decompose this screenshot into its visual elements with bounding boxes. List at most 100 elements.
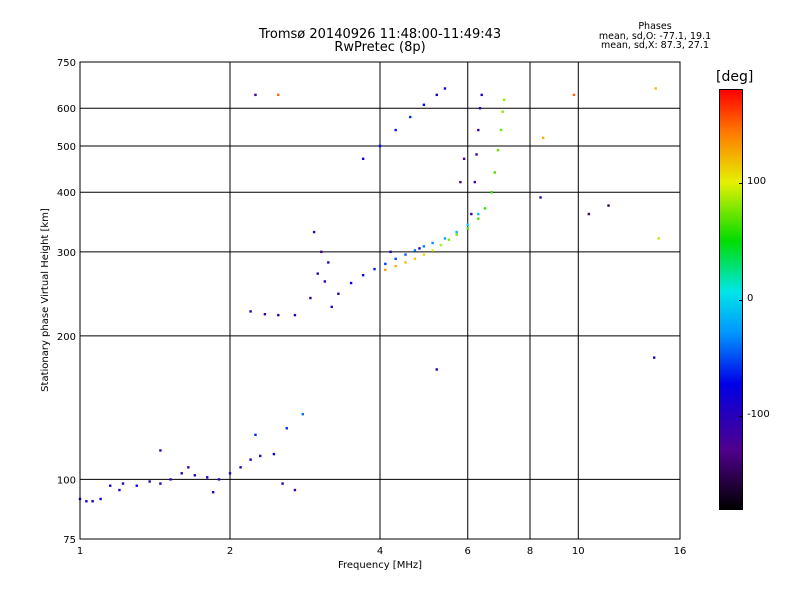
x-tick-label: 1 (77, 546, 83, 557)
data-point (422, 245, 426, 248)
colorbar-tick-mark (739, 416, 743, 418)
data-point (389, 250, 392, 254)
phases-line-x: mean, sd,X: 87.3, 27.1 (600, 40, 710, 51)
data-point (490, 191, 493, 194)
data-point (159, 482, 162, 485)
phases-legend: Phases mean, sd,O: -77.1, 19.1 mean, sd,… (560, 22, 750, 51)
data-point (309, 296, 312, 300)
data-point (263, 312, 267, 316)
plot-frame (79, 61, 681, 540)
x-tick-label: 10 (572, 546, 585, 557)
data-point (473, 180, 477, 184)
data-point (413, 249, 417, 252)
data-point (466, 223, 469, 226)
y-tick-label: 750 (57, 58, 76, 69)
data-point (254, 93, 257, 97)
colorbar-tick-label: 100 (747, 175, 767, 187)
data-point (349, 281, 353, 285)
data-point (301, 412, 305, 416)
data-point (654, 87, 657, 90)
data-point (330, 305, 333, 309)
y-tick-label: 300 (57, 248, 76, 259)
data-point (477, 212, 480, 216)
data-point (404, 261, 407, 264)
data-point (91, 500, 94, 503)
x-tick-label: 8 (527, 546, 533, 557)
data-point (470, 212, 473, 216)
data-point (259, 454, 262, 458)
data-point (443, 87, 447, 90)
data-point (277, 313, 280, 317)
data-point (587, 212, 591, 216)
data-point (455, 233, 458, 236)
y-tick-labels: 75 100 200 300 400 500 600 750 (57, 58, 76, 546)
data-point (422, 253, 426, 256)
data-point (211, 491, 215, 494)
data-point (413, 257, 417, 261)
data-point (439, 243, 443, 247)
data-point (285, 427, 288, 430)
data-point (502, 98, 506, 101)
data-point (477, 217, 480, 220)
x-tick-label: 4 (377, 546, 383, 557)
data-point (373, 267, 376, 271)
colorbar-tick-label: -100 (747, 409, 770, 421)
data-point (118, 488, 121, 492)
y-tick-label: 200 (57, 332, 76, 343)
data-point (475, 153, 478, 156)
data-point (478, 107, 482, 110)
data-point (431, 249, 434, 252)
data-point (337, 292, 340, 295)
data-point (572, 93, 576, 97)
data-point (480, 93, 483, 97)
data-point (539, 196, 542, 199)
data-point (501, 110, 504, 113)
data-point (239, 466, 242, 469)
data-point (394, 264, 397, 268)
data-point (169, 478, 172, 481)
y-tick-label: 400 (57, 188, 76, 199)
data-point (499, 128, 503, 132)
data-point (361, 157, 365, 161)
data-point (187, 466, 190, 469)
data-point (361, 273, 365, 277)
data-point (249, 458, 252, 461)
y-tick-label: 100 (57, 475, 76, 486)
data-point (272, 452, 276, 456)
data-point (652, 356, 656, 359)
data-point (121, 482, 125, 485)
data-point (409, 115, 412, 119)
y-axis-label: Stationary phase Virtual Height [km] (40, 208, 51, 392)
colorbar-tick-mark (739, 299, 743, 301)
data-point (435, 93, 438, 97)
data-point (447, 238, 451, 241)
data-point (477, 128, 480, 132)
data-point (323, 280, 327, 283)
grid-lines (80, 62, 680, 539)
phases-line-o: mean, sd,O: -77.1, 19.1 (598, 30, 712, 42)
data-point (249, 310, 252, 313)
data-point (109, 484, 112, 487)
x-tick-label: 16 (674, 546, 687, 557)
x-tick-label: 2 (227, 546, 233, 557)
data-point (422, 103, 426, 107)
y-tick-label: 75 (63, 535, 76, 546)
data-point (254, 433, 257, 437)
colorbar-label: [deg] (716, 69, 754, 85)
phases-heading: Phases (638, 21, 672, 32)
data-point (316, 272, 319, 275)
data-point (281, 482, 284, 485)
data-point (394, 128, 397, 132)
data-point (541, 136, 545, 140)
x-axis-label: Frequency [MHz] (338, 560, 422, 571)
data-point (394, 257, 397, 261)
x-tick-labels: 1 2 4 6 8 10 16 (77, 546, 687, 557)
data-point (607, 204, 610, 207)
data-point (435, 368, 438, 371)
data-point (418, 247, 421, 250)
data-point (466, 227, 469, 230)
data-point (293, 488, 297, 492)
x-tick-label: 6 (465, 546, 471, 557)
y-tick-label: 600 (57, 104, 76, 115)
